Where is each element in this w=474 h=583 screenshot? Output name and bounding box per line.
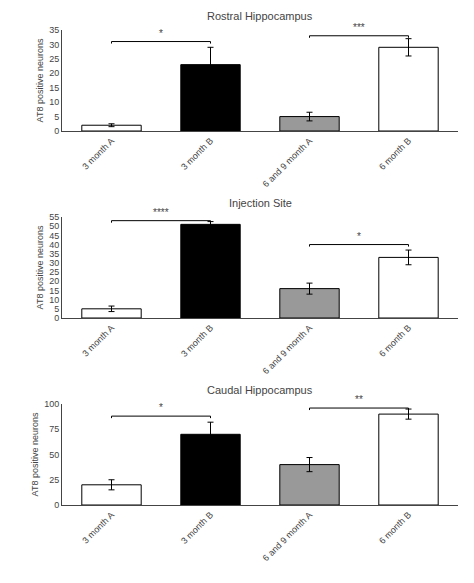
- svg-text:15: 15: [49, 83, 59, 93]
- svg-text:0: 0: [54, 126, 59, 136]
- svg-text:25: 25: [49, 267, 59, 277]
- svg-text:3 month B: 3 month B: [179, 136, 215, 172]
- svg-text:3 month B: 3 month B: [179, 323, 215, 359]
- svg-text:***: ***: [353, 22, 365, 33]
- svg-text:10: 10: [49, 295, 59, 305]
- svg-text:5: 5: [54, 304, 59, 314]
- svg-text:20: 20: [49, 68, 59, 78]
- svg-text:75: 75: [49, 424, 59, 434]
- svg-text:*: *: [159, 402, 163, 413]
- svg-text:0: 0: [54, 500, 59, 510]
- svg-text:3 month A: 3 month A: [80, 323, 116, 359]
- svg-text:6 month B: 6 month B: [377, 510, 413, 546]
- svg-text:AT8 positive neurons: AT8 positive neurons: [35, 38, 45, 122]
- svg-text:20: 20: [49, 276, 59, 286]
- svg-text:AT8 positive neurons: AT8 positive neurons: [35, 225, 45, 309]
- svg-text:5: 5: [54, 112, 59, 122]
- svg-text:100: 100: [44, 399, 59, 409]
- svg-text:35: 35: [49, 249, 59, 259]
- svg-text:30: 30: [49, 258, 59, 268]
- svg-text:30: 30: [49, 40, 59, 50]
- svg-text:25: 25: [49, 475, 59, 485]
- svg-text:35: 35: [49, 25, 59, 35]
- svg-text:0: 0: [54, 313, 59, 323]
- svg-text:6 month B: 6 month B: [377, 136, 413, 172]
- svg-text:6 and 9 month A: 6 and 9 month A: [261, 136, 314, 189]
- svg-text:AT8 positive neurons: AT8 positive neurons: [30, 412, 40, 496]
- svg-text:3 month A: 3 month A: [80, 510, 116, 546]
- svg-text:6 month B: 6 month B: [377, 323, 413, 359]
- svg-text:****: ****: [153, 207, 169, 218]
- svg-text:3 month B: 3 month B: [179, 510, 215, 546]
- svg-text:50: 50: [49, 221, 59, 231]
- svg-text:**: **: [355, 394, 363, 405]
- svg-text:Injection Site: Injection Site: [229, 197, 292, 209]
- svg-text:6 and 9 month A: 6 and 9 month A: [261, 323, 314, 376]
- svg-text:15: 15: [49, 286, 59, 296]
- svg-text:Rostral Hippocampus: Rostral Hippocampus: [207, 10, 313, 22]
- svg-text:10: 10: [49, 97, 59, 107]
- svg-text:45: 45: [49, 231, 59, 241]
- svg-text:6 and 9 month A: 6 and 9 month A: [261, 510, 314, 563]
- svg-text:Caudal Hippocampus: Caudal Hippocampus: [207, 384, 313, 396]
- svg-text:*: *: [159, 28, 163, 39]
- svg-text:55: 55: [49, 212, 59, 222]
- svg-text:40: 40: [49, 240, 59, 250]
- svg-text:25: 25: [49, 54, 59, 64]
- svg-text:50: 50: [49, 450, 59, 460]
- svg-text:3 month A: 3 month A: [80, 136, 116, 172]
- svg-text:*: *: [357, 231, 361, 242]
